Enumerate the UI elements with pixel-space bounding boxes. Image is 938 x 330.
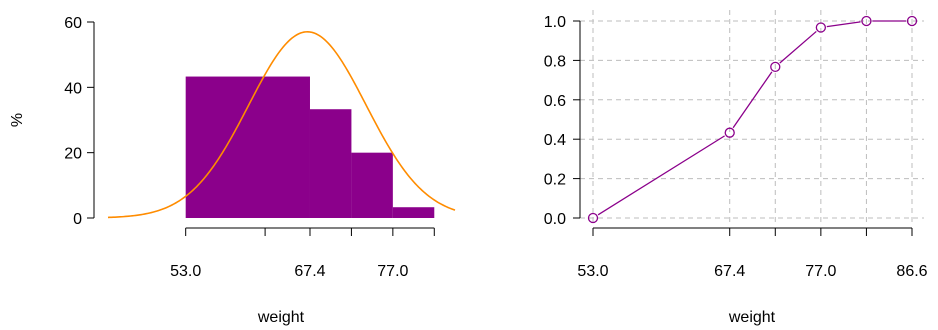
cumulative-x-tick-label: 53.0 [577,263,608,280]
histogram-panel: 0 20 40 60 53.0 67.4 77.0 weight % [9,15,456,326]
cumulative-y-tick-label: 0.6 [544,93,566,110]
histogram-y-tick-label: 0 [73,211,82,228]
histogram-y-axis-label: % [9,113,26,127]
cumulative-grid [580,10,924,226]
cumulative-point-2 [770,61,781,73]
histogram-y-tick-label: 60 [64,15,82,32]
cumulative-y-axis: 0.0 0.2 0.4 0.6 0.8 1.0 [544,14,581,228]
histogram-x-axis-label: weight [257,309,305,326]
cumulative-x-tick-label: 67.4 [714,263,745,280]
cumulative-x-tick-label: 77.0 [805,263,836,280]
cumulative-x-axis: 53.0 67.4 77.0 86.6 [577,227,928,280]
cumulative-x-axis-label: weight [728,309,776,326]
cumulative-x-tick-label: 86.6 [896,263,927,280]
cumulative-y-tick-label: 0.0 [544,211,566,228]
histogram-bar-0 [185,76,310,218]
cumulative-points [587,15,918,224]
cumulative-y-tick-label: 1.0 [544,14,566,31]
density-curve [107,30,456,219]
histogram-x-tick-label: 67.4 [294,263,325,280]
cumulative-y-tick-label: 0.4 [544,132,566,149]
cumulative-point-5 [906,15,918,27]
histogram-y-axis: 0 20 40 60 [64,15,95,228]
histogram-bar-1 [309,109,352,218]
cumulative-panel: 0.0 0.2 0.4 0.6 0.8 1.0 53.0 67.4 77.0 86.6 weig… [544,10,928,326]
histogram-bar-3 [392,207,435,218]
histogram-x-tick-label: 77.0 [377,263,408,280]
histogram-x-tick-label: 53.0 [170,263,201,280]
cumulative-point-0 [587,212,599,224]
cumulative-y-tick-label: 0.2 [544,172,566,189]
cumulative-line [597,20,906,216]
cumulative-y-tick-label: 0.8 [544,53,566,70]
histogram-bars [185,76,435,218]
histogram-bar-2 [351,152,393,218]
histogram-y-tick-label: 20 [64,146,82,163]
cumulative-point-3 [815,22,827,33]
cumulative-point-4 [861,15,872,27]
cumulative-point-1 [724,127,735,138]
histogram-x-axis: 53.0 67.4 77.0 [170,227,435,280]
histogram-y-tick-label: 40 [64,80,82,97]
